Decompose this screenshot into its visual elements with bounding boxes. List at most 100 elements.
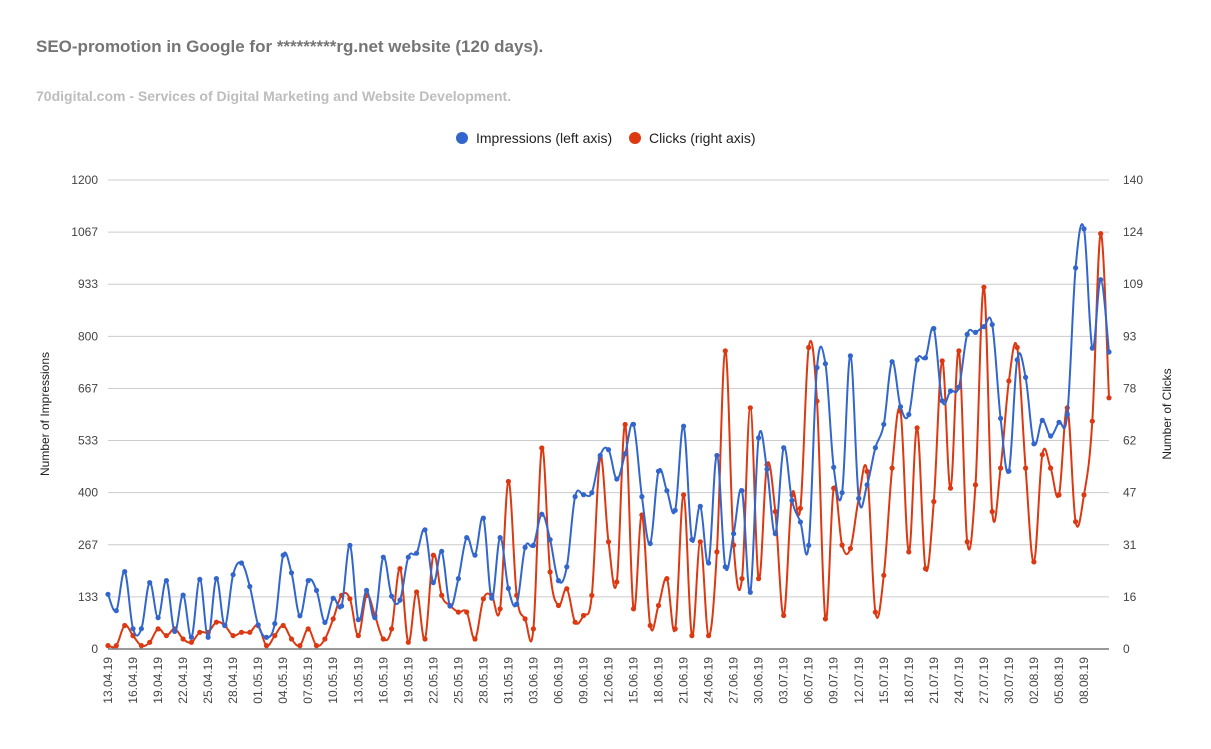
data-point-impressions (897, 404, 904, 410)
data-point-clicks (956, 348, 962, 354)
data-point-clicks (889, 465, 895, 471)
y-left-tick-label: 267 (78, 538, 98, 552)
data-point-impressions (622, 451, 628, 457)
data-point-impressions (539, 511, 545, 517)
data-point-impressions (647, 540, 653, 547)
data-point-clicks (147, 639, 153, 645)
data-point-clicks (847, 545, 854, 552)
x-tick-label: 28.04.19 (226, 657, 240, 704)
data-point-impressions (1039, 417, 1045, 423)
data-point-impressions (764, 466, 770, 472)
data-point-clicks (605, 539, 612, 545)
x-tick-label: 25.04.19 (201, 657, 215, 704)
data-point-impressions (572, 494, 578, 500)
data-point-impressions (864, 482, 870, 488)
data-point-clicks (522, 616, 528, 622)
data-point-impressions (906, 411, 912, 418)
data-point-clicks (480, 596, 486, 602)
data-point-impressions (555, 578, 562, 584)
data-point-impressions (372, 615, 378, 621)
data-point-clicks (347, 596, 353, 602)
data-point-impressions (122, 569, 128, 575)
x-tick-label: 27.07.19 (977, 657, 991, 704)
data-point-clicks (414, 589, 420, 595)
data-point-clicks (472, 636, 478, 642)
data-point-clicks (439, 592, 445, 599)
data-point-impressions (630, 421, 637, 427)
data-point-impressions (831, 464, 837, 470)
legend-label-clicks: Clicks (right axis) (649, 130, 756, 146)
x-tick-label: 12.07.19 (852, 657, 866, 704)
data-point-impressions (280, 552, 286, 558)
data-point-clicks (972, 482, 979, 488)
data-point-clicks (714, 549, 720, 555)
data-point-clicks (539, 445, 545, 451)
data-point-clicks (188, 639, 194, 645)
data-point-clicks (664, 576, 670, 582)
data-point-clicks (939, 358, 945, 364)
data-point-impressions (339, 603, 345, 609)
data-point-impressions (1023, 374, 1029, 380)
legend: Impressions (left axis) Clicks (right ax… (456, 130, 756, 146)
legend-label-impressions: Impressions (left axis) (476, 130, 612, 146)
data-point-clicks (355, 633, 361, 639)
data-point-impressions (180, 592, 186, 598)
data-point-clicks (964, 539, 970, 545)
data-point-impressions (247, 583, 253, 590)
data-point-clicks (430, 552, 436, 558)
data-point-impressions (480, 515, 486, 521)
data-point-impressions (1098, 277, 1104, 283)
data-point-clicks (1031, 559, 1037, 565)
data-point-impressions (797, 519, 804, 525)
data-point-clicks (998, 465, 1004, 471)
data-point-clicks (614, 579, 620, 585)
y-axis-right-title: Number of Clicks (1160, 368, 1174, 459)
data-point-clicks (555, 602, 562, 609)
data-point-clicks (405, 639, 411, 645)
data-point-impressions (322, 619, 328, 626)
data-point-clicks (864, 468, 870, 475)
y-right-tick-label: 124 (1123, 225, 1143, 239)
data-point-impressions (956, 384, 962, 390)
data-point-clicks (914, 425, 920, 431)
data-point-clicks (739, 576, 745, 582)
data-point-impressions (222, 622, 228, 629)
data-point-clicks (756, 576, 762, 582)
data-point-impressions (113, 608, 119, 614)
data-point-impressions (389, 593, 395, 599)
x-tick-label: 03.07.19 (777, 657, 791, 704)
data-point-clicks (681, 492, 687, 498)
data-point-impressions (414, 550, 420, 556)
x-tick-label: 24.07.19 (952, 657, 966, 704)
data-point-clicks (505, 478, 511, 485)
data-point-impressions (689, 537, 695, 543)
x-tick-label: 16.04.19 (126, 657, 140, 704)
data-point-impressions (614, 476, 620, 482)
data-point-clicks (706, 633, 712, 639)
x-tick-label: 13.04.19 (101, 657, 115, 704)
legend-marker-clicks (629, 132, 641, 144)
data-point-impressions (238, 560, 245, 566)
y-left-tick-label: 0 (91, 642, 98, 656)
data-point-clicks (1048, 465, 1054, 471)
x-tick-label: 12.06.19 (602, 657, 616, 704)
series-layer (105, 223, 1112, 649)
data-point-clicks (197, 629, 203, 635)
data-point-clicks (464, 609, 470, 615)
x-tick-label: 09.07.19 (827, 657, 841, 704)
data-point-impressions (998, 415, 1004, 421)
data-point-impressions (806, 542, 812, 549)
x-tick-label: 19.04.19 (151, 657, 165, 704)
data-point-impressions (230, 572, 236, 578)
x-tick-label: 15.07.19 (877, 657, 891, 704)
data-point-impressions (856, 495, 862, 502)
x-tick-label: 24.06.19 (702, 657, 716, 704)
data-point-impressions (697, 503, 703, 509)
data-point-impressions (505, 585, 511, 592)
data-point-impressions (305, 578, 311, 584)
x-tick-label: 04.05.19 (276, 657, 290, 704)
data-point-impressions (789, 497, 795, 504)
data-point-impressions (172, 628, 178, 635)
x-tick-label: 03.06.19 (526, 657, 540, 704)
data-point-clicks (689, 633, 695, 639)
